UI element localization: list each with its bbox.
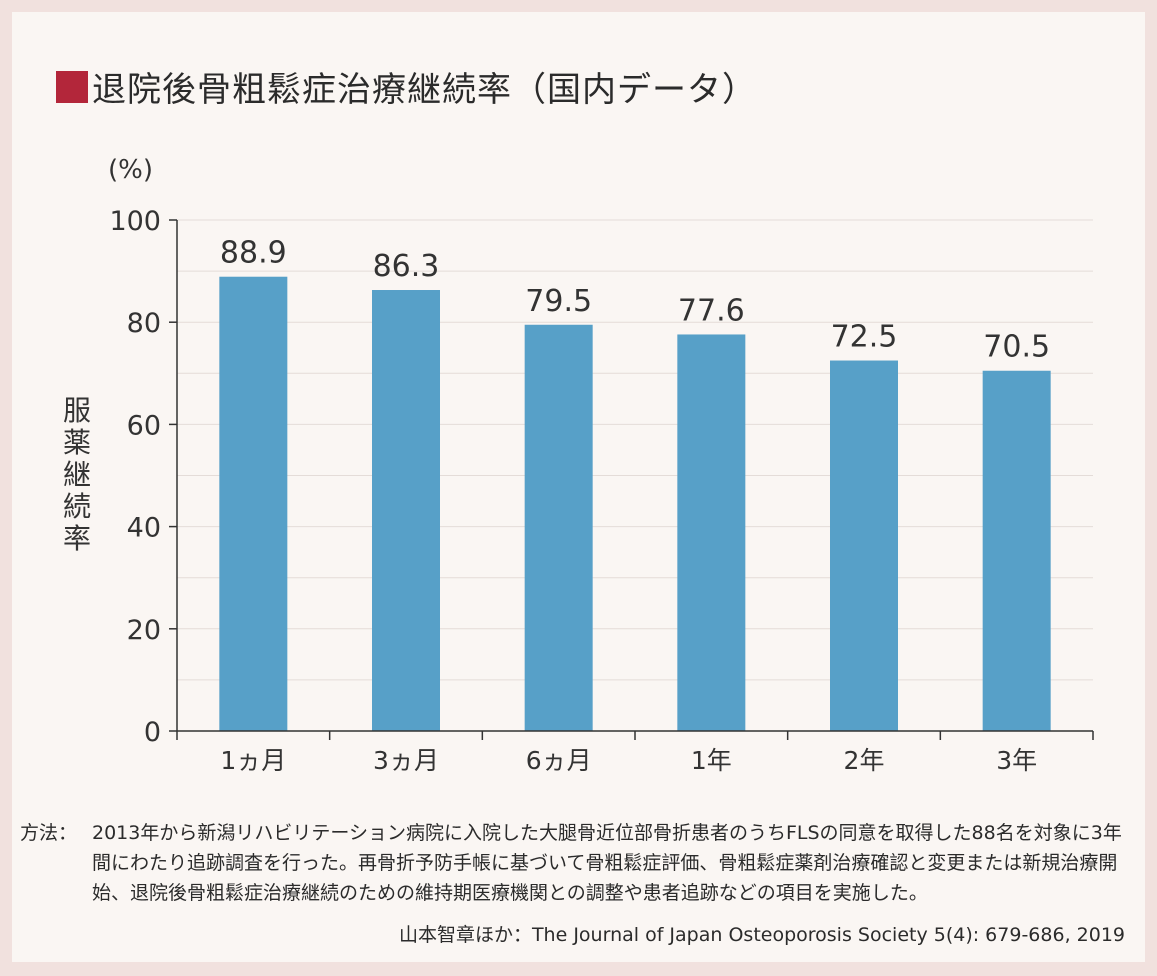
y-axis-label: 服薬継続率	[62, 394, 91, 555]
y-tick-label: 20	[127, 615, 161, 646]
x-tick-label: 2年	[844, 746, 885, 775]
citation: 山本智章ほか：The Journal of Japan Osteoporosis…	[398, 924, 1125, 946]
data-label: 88.9	[220, 236, 287, 271]
y-tick-label: 80	[127, 308, 161, 339]
bar	[219, 276, 288, 731]
title-block: 退院後骨粗鬆症治療継続率（国内データ）	[56, 62, 757, 111]
y-tick-label: 0	[144, 717, 161, 748]
data-label: 86.3	[373, 249, 440, 284]
chart-title: 退院後骨粗鬆症治療継続率（国内データ）	[92, 70, 757, 110]
bar	[830, 360, 898, 731]
method-label: 方法：	[20, 822, 78, 844]
data-label: 70.5	[983, 330, 1050, 365]
x-tick-label: 1年	[691, 746, 732, 775]
x-tick-label: 6ヵ月	[526, 746, 592, 775]
title-marker-square	[56, 70, 88, 103]
method-text: 2013年から新潟リハビリテーション病院に入院した大腿骨近位部骨折患者のうちFL…	[92, 822, 1122, 904]
y-axis-unit: (%)	[108, 155, 153, 185]
y-tick-label: 40	[127, 513, 161, 544]
y-tick-label: 60	[127, 410, 161, 441]
x-tick-label: 3ヵ月	[373, 746, 439, 775]
bar	[372, 290, 440, 731]
bar	[982, 370, 1051, 731]
data-label: 77.6	[678, 293, 745, 328]
x-tick-label: 1ヵ月	[220, 746, 286, 775]
data-label: 79.5	[525, 284, 592, 319]
method-note: 方法： 2013年から新潟リハビリテーション病院に入院した大腿骨近位部骨折患者の…	[20, 818, 1125, 908]
bar	[677, 334, 746, 731]
data-label: 72.5	[831, 320, 898, 355]
y-tick-label: 100	[109, 206, 161, 237]
x-tick-label: 3年	[996, 746, 1037, 775]
bar	[524, 324, 593, 731]
